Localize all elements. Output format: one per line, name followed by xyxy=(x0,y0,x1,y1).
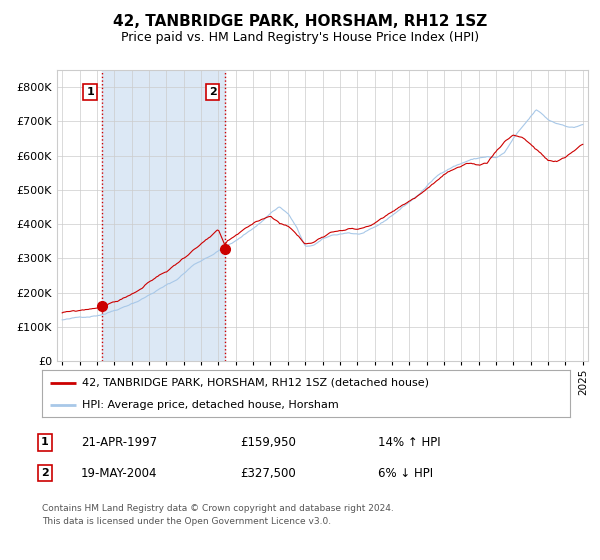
Text: 42, TANBRIDGE PARK, HORSHAM, RH12 1SZ: 42, TANBRIDGE PARK, HORSHAM, RH12 1SZ xyxy=(113,14,487,29)
Text: 19-MAY-2004: 19-MAY-2004 xyxy=(81,466,157,480)
Text: £159,950: £159,950 xyxy=(240,436,296,449)
Text: 6% ↓ HPI: 6% ↓ HPI xyxy=(378,466,433,480)
Bar xyxy=(102,70,225,361)
Text: HPI: Average price, detached house, Horsham: HPI: Average price, detached house, Hors… xyxy=(82,400,338,410)
Text: 2: 2 xyxy=(41,468,49,478)
Text: Contains HM Land Registry data © Crown copyright and database right 2024.
This d: Contains HM Land Registry data © Crown c… xyxy=(42,504,394,525)
Text: Price paid vs. HM Land Registry's House Price Index (HPI): Price paid vs. HM Land Registry's House … xyxy=(121,31,479,44)
Text: 1: 1 xyxy=(86,87,94,97)
Text: £327,500: £327,500 xyxy=(240,466,296,480)
Text: 21-APR-1997: 21-APR-1997 xyxy=(81,436,157,449)
Text: 1: 1 xyxy=(41,437,49,447)
Text: 42, TANBRIDGE PARK, HORSHAM, RH12 1SZ (detached house): 42, TANBRIDGE PARK, HORSHAM, RH12 1SZ (d… xyxy=(82,378,428,388)
Text: 2: 2 xyxy=(209,87,217,97)
Text: 14% ↑ HPI: 14% ↑ HPI xyxy=(378,436,440,449)
